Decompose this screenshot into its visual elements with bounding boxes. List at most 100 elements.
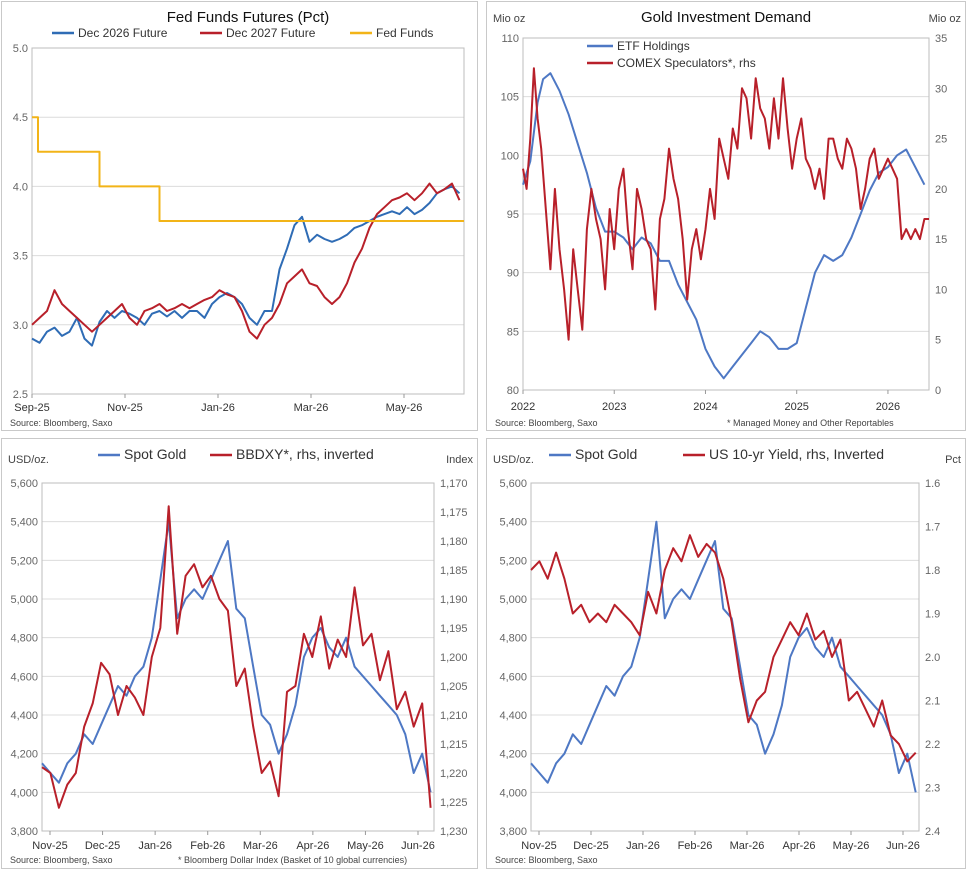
- source-note: Source: Bloomberg, Saxo: [495, 418, 598, 428]
- legend-item: ETF Holdings: [587, 39, 690, 53]
- y2-tick-label: 2.1: [925, 696, 940, 708]
- y2-tick-label: 1,190: [440, 594, 468, 606]
- legend-item: US 10-yr Yield, rhs, Inverted: [683, 446, 884, 462]
- y-axis-label: Mio oz: [493, 13, 525, 25]
- legend-item: COMEX Speculators*, rhs: [587, 56, 756, 70]
- x-tick-label: Dec-25: [85, 840, 120, 852]
- source-note: Source: Bloomberg, Saxo: [495, 855, 598, 865]
- y-tick-label: 85: [507, 326, 519, 338]
- gold-yield-panel: 3,800 4,000 4,200 4,400 4,600 4,800 5,000 5,200…: [486, 438, 966, 869]
- y2-tick-label: 0: [935, 385, 941, 397]
- y2-tick-label: 1,220: [440, 768, 468, 780]
- plot-area: [522, 37, 930, 391]
- legend-label: Dec 2026 Future: [78, 26, 168, 40]
- y-tick-label: 3,800: [499, 826, 527, 838]
- plot-area: [530, 482, 920, 832]
- x-tick-label: Mar-26: [730, 840, 765, 852]
- y-tick-label: 4,800: [499, 633, 527, 645]
- gold-dollar-chart: 3,800 4,000 4,200 4,400 4,600 4,800 5,000 5,200…: [8, 446, 473, 865]
- y2-tick-label: 10: [935, 284, 947, 296]
- legend-label: US 10-yr Yield, rhs, Inverted: [709, 446, 884, 462]
- y-tick-label: 5,400: [499, 517, 527, 529]
- gold-demand-panel: Gold Investment Demand 80 85 90 95 100 105 110 0…: [486, 1, 966, 431]
- y-tick-label: 80: [507, 385, 519, 397]
- x-tick-label: Sep-25: [14, 402, 49, 414]
- y-tick-label: 5,400: [10, 517, 38, 529]
- legend-label: COMEX Speculators*, rhs: [617, 56, 756, 70]
- y-tick-label: 4,400: [499, 710, 527, 722]
- x-tick-label: Nov-25: [521, 840, 556, 852]
- x-tick-label: Jun-26: [401, 840, 435, 852]
- y-tick-label: 4,000: [10, 787, 38, 799]
- y2-tick-label: 1,170: [440, 478, 468, 490]
- x-tick-label: Jan-26: [201, 402, 235, 414]
- y-tick-label: 5,200: [499, 555, 527, 567]
- y-tick-label: 90: [507, 268, 519, 280]
- legend-item: Spot Gold: [549, 446, 637, 462]
- x-tick-label: Nov-25: [107, 402, 142, 414]
- y2-tick-label: 2.2: [925, 739, 940, 751]
- y2-axis-label: Pct: [945, 454, 961, 466]
- y2-axis-label: Index: [446, 454, 473, 466]
- series-line-1: [41, 520, 432, 793]
- gold-yield-chart: 3,800 4,000 4,200 4,400 4,600 4,800 5,000 5,200…: [493, 446, 961, 865]
- chart-title: Fed Funds Futures (Pct): [167, 9, 330, 26]
- x-tick-label: Jun-26: [886, 840, 920, 852]
- y2-tick-label: 1,175: [440, 507, 468, 519]
- legend-item: Fed Funds: [350, 26, 433, 40]
- y2-tick-label: 1,205: [440, 681, 468, 693]
- y2-tick-label: 1,210: [440, 710, 468, 722]
- y-tick-label: 3,800: [10, 826, 38, 838]
- y2-tick-label: 2.0: [925, 652, 940, 664]
- legend-label: BBDXY*, rhs, inverted: [236, 446, 374, 462]
- y2-tick-label: 20: [935, 184, 947, 196]
- x-tick-label: 2024: [693, 401, 717, 413]
- y2-tick-label: 2.3: [925, 783, 940, 795]
- x-tick-label: May-26: [386, 402, 423, 414]
- x-tick-label: Feb-26: [190, 840, 225, 852]
- legend-label: Spot Gold: [575, 446, 637, 462]
- legend-item: Dec 2026 Future: [52, 26, 168, 40]
- y-tick-label: 3.5: [13, 251, 28, 263]
- y2-tick-label: 1,230: [440, 826, 468, 838]
- gold-demand-chart: Gold Investment Demand808590951001051100…: [493, 9, 961, 428]
- y-tick-label: 2.5: [13, 389, 28, 401]
- y2-tick-label: 35: [935, 33, 947, 45]
- x-tick-label: 2023: [602, 401, 626, 413]
- series-line-1: [530, 520, 917, 793]
- series-line-1: [31, 185, 461, 347]
- x-tick-label: 2022: [511, 401, 535, 413]
- y2-tick-label: 1.7: [925, 522, 940, 534]
- legend-label: Dec 2027 Future: [226, 26, 316, 40]
- x-tick-label: Jan-26: [138, 840, 172, 852]
- y-tick-label: 4,800: [10, 633, 38, 645]
- y2-tick-label: 1.8: [925, 565, 940, 577]
- series-line-2: [41, 505, 432, 809]
- series-line-3: [32, 116, 464, 222]
- series-line-1: [522, 72, 926, 380]
- y2-tick-label: 1,215: [440, 739, 468, 751]
- source-note: Source: Bloomberg, Saxo: [10, 418, 113, 428]
- y-tick-label: 4.5: [13, 112, 28, 124]
- gold-dollar-panel: 3,800 4,000 4,200 4,400 4,600 4,800 5,000 5,200…: [1, 438, 478, 869]
- y-tick-label: 5,600: [10, 478, 38, 490]
- source-note: Source: Bloomberg, Saxo: [10, 855, 113, 865]
- y-tick-label: 5,000: [10, 594, 38, 606]
- y-tick-label: 4,600: [499, 671, 527, 683]
- y-tick-label: 5.0: [13, 43, 28, 55]
- x-tick-label: Mar-26: [243, 840, 278, 852]
- y-tick-label: 4,000: [499, 787, 527, 799]
- y-tick-label: 100: [501, 150, 519, 162]
- y2-tick-label: 1,225: [440, 797, 468, 809]
- y2-tick-label: 1.9: [925, 609, 940, 621]
- x-tick-label: 2025: [784, 401, 808, 413]
- y2-tick-label: 1,185: [440, 565, 468, 577]
- y2-tick-label: 1.6: [925, 478, 940, 490]
- x-tick-label: Apr-26: [782, 840, 815, 852]
- y-tick-label: 4,400: [10, 710, 38, 722]
- y2-tick-label: 1,180: [440, 536, 468, 548]
- x-tick-label: May-26: [347, 840, 384, 852]
- y2-tick-label: 2.4: [925, 826, 940, 838]
- y2-tick-label: 5: [935, 335, 941, 347]
- legend-label: ETF Holdings: [617, 39, 690, 53]
